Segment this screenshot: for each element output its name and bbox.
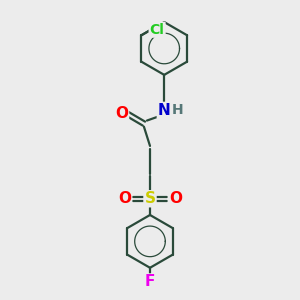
Text: O: O [115,106,128,121]
Text: S: S [145,191,155,206]
Text: O: O [118,191,131,206]
Text: O: O [169,191,182,206]
Text: N: N [158,103,171,118]
Text: H: H [172,103,183,117]
Text: Cl: Cl [150,23,165,37]
Text: F: F [145,274,155,290]
